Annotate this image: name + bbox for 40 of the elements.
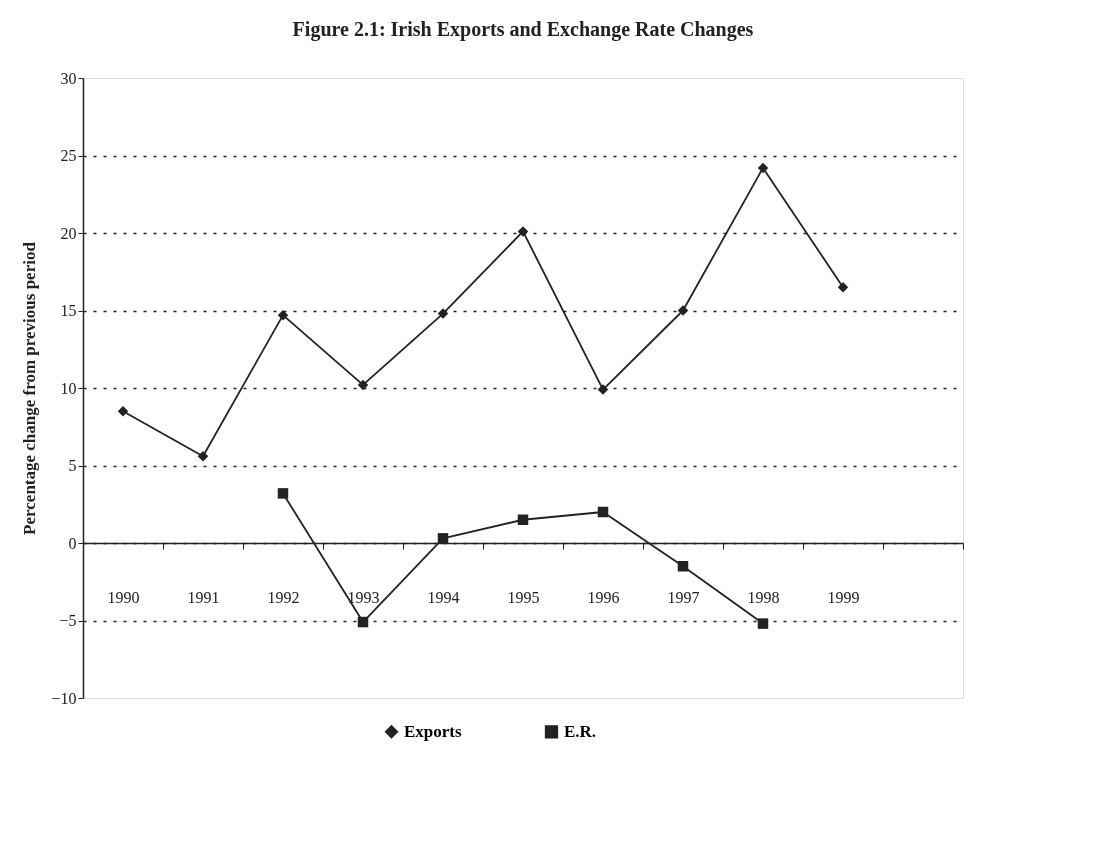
point xyxy=(117,406,129,417)
y-tick-label: 5 xyxy=(68,457,77,474)
x-tick-label: 1996 xyxy=(587,588,620,606)
point xyxy=(277,488,289,499)
x-tick-label: 1995 xyxy=(507,588,540,606)
legend-label: Exports xyxy=(404,721,462,741)
x-tick-label: 1991 xyxy=(187,588,220,606)
point xyxy=(357,379,369,391)
x-tick-label: 1993 xyxy=(347,588,380,606)
chart-title: Figure 2.1: Irish Exports and Exchange Rate Changes xyxy=(292,18,754,41)
point xyxy=(757,162,769,174)
y-axis-title: Percentage change from previous period xyxy=(20,241,40,535)
point xyxy=(197,450,209,462)
point xyxy=(517,226,529,237)
x-tick-label: 1999 xyxy=(827,588,860,606)
y-tick-label: 25 xyxy=(60,147,77,164)
point xyxy=(517,514,529,525)
legend-label: E.R. xyxy=(564,721,597,741)
y-tick-label: 20 xyxy=(60,224,77,242)
x-tick-label: 1990 xyxy=(107,588,140,606)
x-tick-label: 1992 xyxy=(267,588,300,606)
x-tick-label: 1998 xyxy=(747,588,780,606)
point xyxy=(757,618,769,629)
y-tick-label: 15 xyxy=(60,302,77,319)
point xyxy=(677,305,689,316)
x-tick-label: 1994 xyxy=(427,588,460,606)
point xyxy=(677,561,689,572)
point xyxy=(277,309,289,321)
y-tick-label: −10 xyxy=(51,689,77,707)
point xyxy=(597,384,609,395)
point xyxy=(357,616,369,628)
y-tick-label: 30 xyxy=(60,69,77,87)
y-tick-label: 10 xyxy=(60,379,77,397)
x-tick-label: 1997 xyxy=(667,588,700,606)
y-tick-label: −5 xyxy=(59,612,77,629)
y-tick-label: 0 xyxy=(68,534,77,552)
point xyxy=(837,282,849,293)
point xyxy=(437,308,449,319)
point xyxy=(437,533,449,544)
point xyxy=(597,506,609,518)
